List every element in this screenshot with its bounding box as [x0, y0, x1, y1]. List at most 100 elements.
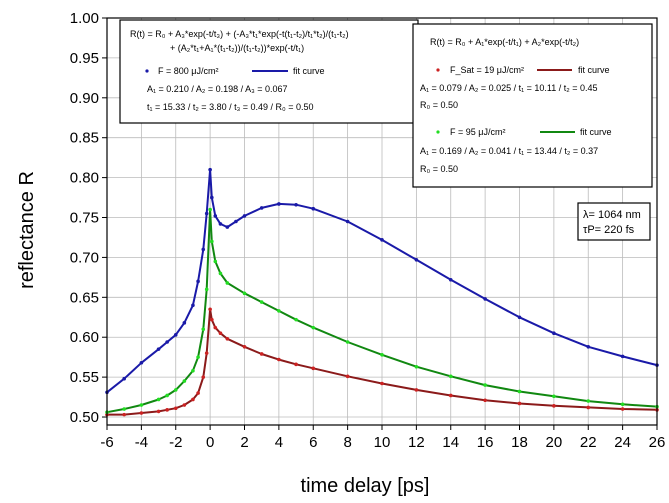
- params-800-1: A₁ = 0.210 / A₂ = 0.198 / A₃ = 0.067: [147, 84, 288, 94]
- data-point-0: [201, 247, 206, 252]
- data-point-2: [213, 325, 218, 330]
- data-point-0: [620, 354, 625, 359]
- data-point-1: [156, 397, 161, 402]
- data-point-0: [259, 206, 264, 210]
- x-tick-label: 24: [614, 434, 631, 451]
- series-2: [105, 307, 659, 417]
- x-tick-label: 12: [408, 434, 425, 451]
- y-tick-label: 0.50: [70, 409, 99, 426]
- y-tick-label: 0.95: [70, 50, 99, 67]
- x-tick-label: 8: [343, 434, 351, 451]
- data-point-2: [448, 393, 453, 398]
- data-point-1: [196, 355, 200, 359]
- data-point-0: [218, 222, 223, 226]
- data-point-0: [213, 214, 218, 218]
- x-tick-label: 4: [275, 434, 283, 451]
- data-point-0: [225, 225, 230, 229]
- data-point-1: [208, 207, 212, 212]
- data-point-1: [165, 393, 169, 398]
- data-point-1: [552, 394, 556, 399]
- data-point-1: [294, 317, 298, 322]
- data-point-1: [448, 374, 453, 379]
- data-point-1: [380, 352, 384, 357]
- x-tick-label: 10: [374, 434, 391, 451]
- x-tick-label: -4: [135, 434, 148, 451]
- series-1: [105, 207, 659, 415]
- data-point-0: [182, 321, 187, 325]
- data-point-1: [414, 364, 419, 369]
- legend-19-marker: [436, 68, 440, 72]
- data-point-1: [210, 239, 214, 244]
- params-95-1: A₁ = 0.169 / A₂ = 0.041 / t₁ = 13.44 / t…: [420, 146, 598, 156]
- legend-95-marker: [436, 130, 440, 134]
- data-point-2: [311, 366, 316, 371]
- data-point-2: [191, 397, 195, 402]
- data-point-2: [201, 375, 206, 379]
- data-point-1: [586, 399, 591, 403]
- legend-800-marker: [145, 69, 149, 73]
- data-point-1: [173, 388, 178, 392]
- data-point-1: [218, 271, 223, 276]
- formula-800-line2: + (A₂*t₁+A₁*(t₁-t₂))/(t₁-t₂))*exp(-t/t₁): [170, 43, 304, 53]
- y-tick-labels: 0.50 0.55 0.60 0.65 0.70 0.75 0.80 0.85 0.90 0.95…: [70, 10, 107, 426]
- data-point-0: [139, 360, 144, 365]
- data-point-2: [225, 337, 230, 341]
- data-point-2: [277, 357, 281, 362]
- legend-95-data: F = 95 μJ/cm²: [450, 127, 505, 137]
- data-point-1: [483, 383, 487, 387]
- data-point-2: [242, 344, 247, 349]
- legend-19-fit: fit curve: [578, 65, 610, 75]
- data-point-0: [483, 297, 487, 301]
- data-point-0: [586, 344, 591, 349]
- formula-biexp: R(t) = R₀ + A₁*exp(-t/t₁) + A₂*exp(-t/t₂…: [430, 37, 579, 47]
- y-tick-label: 1.00: [70, 10, 99, 27]
- data-point-2: [218, 331, 223, 336]
- data-point-1: [242, 291, 247, 296]
- legend-19-data: F_Sat = 19 μJ/cm²: [450, 65, 524, 75]
- data-point-0: [345, 219, 350, 224]
- laser-parameters-box: λ= 1064 nm τP= 220 fs: [577, 202, 651, 241]
- x-tick-label: 2: [240, 434, 248, 451]
- x-tick-label: 18: [511, 434, 528, 451]
- data-point-2: [345, 374, 350, 379]
- data-point-2: [173, 406, 178, 411]
- x-tick-labels: -6 -4 -2 0 2 4 6 8 10 12 14 16 18 20 22 24 26: [100, 425, 665, 451]
- data-point-2: [517, 401, 522, 406]
- y-tick-label: 0.60: [70, 329, 99, 346]
- x-tick-label: 0: [206, 434, 214, 451]
- data-point-2: [380, 381, 384, 386]
- data-point-2: [156, 409, 161, 414]
- data-point-0: [208, 167, 212, 172]
- data-point-2: [182, 403, 187, 407]
- data-point-0: [277, 202, 281, 206]
- x-tick-label: -2: [169, 434, 182, 451]
- data-point-2: [139, 411, 144, 415]
- data-point-1: [182, 379, 187, 383]
- y-tick-label: 0.75: [70, 210, 99, 227]
- data-point-0: [234, 219, 238, 224]
- x-tick-label: 22: [580, 434, 597, 451]
- data-point-2: [414, 388, 419, 392]
- data-point-2: [294, 362, 298, 367]
- wavelength-label: λ= 1064 nm: [583, 209, 641, 221]
- y-tick-label: 0.90: [70, 90, 99, 107]
- formula-box-low-fluence: R(t) = R₀ + A₁*exp(-t/t₁) + A₂*exp(-t/t₂…: [412, 23, 653, 188]
- data-point-0: [517, 315, 522, 320]
- fit-curve-0: [106, 168, 658, 394]
- data-point-1: [259, 300, 264, 304]
- data-point-1: [122, 407, 126, 411]
- y-tick-label: 0.55: [70, 369, 99, 386]
- data-point-2: [204, 351, 209, 355]
- data-point-0: [122, 376, 126, 381]
- series-0: [105, 167, 659, 395]
- y-tick-label: 0.85: [70, 130, 99, 147]
- data-point-2: [552, 404, 556, 408]
- data-point-0: [165, 340, 169, 344]
- data-point-2: [122, 412, 126, 417]
- data-point-1: [277, 309, 281, 313]
- legend-800-fit: fit curve: [293, 66, 325, 76]
- params-19-1: A₁ = 0.079 / A₂ = 0.025 / t₁ = 10.11 / t…: [420, 83, 598, 93]
- data-point-1: [620, 402, 625, 407]
- data-point-1: [345, 340, 350, 344]
